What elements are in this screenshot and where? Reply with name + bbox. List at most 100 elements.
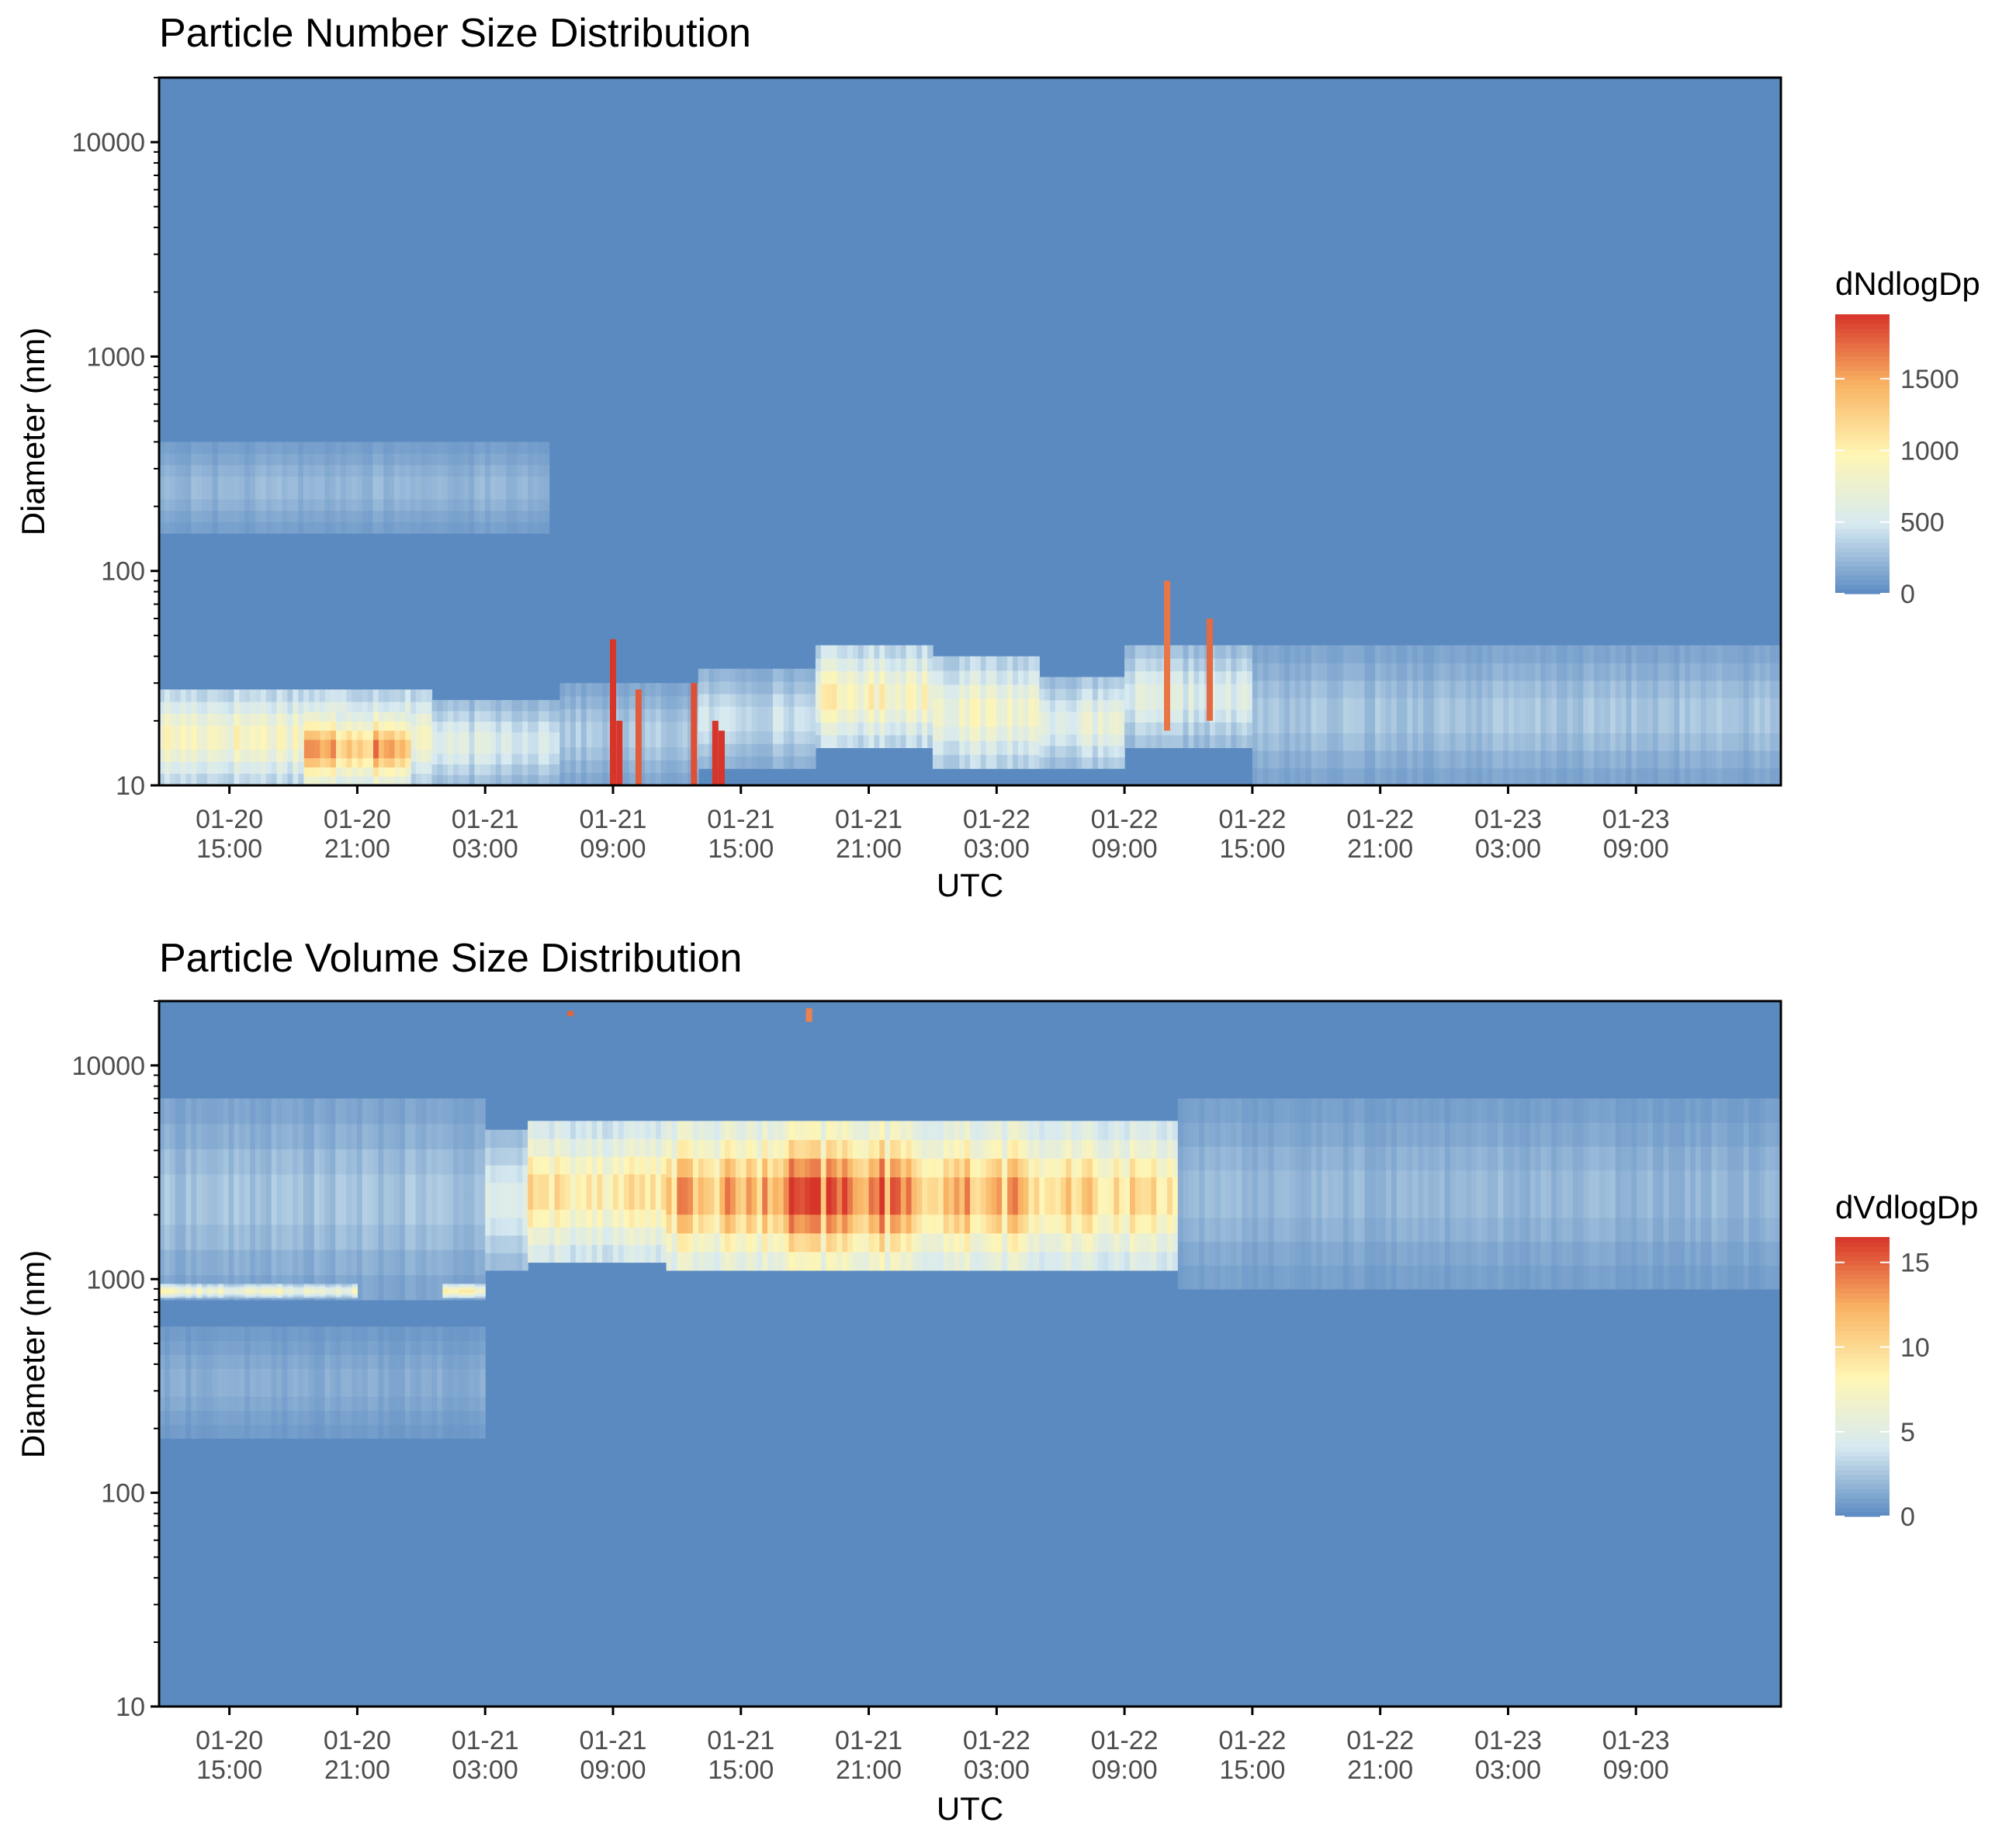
heatmap-cell — [234, 1224, 240, 1250]
heatmap-cell — [543, 453, 550, 466]
heatmap-cell — [415, 1340, 422, 1355]
heatmap-cell — [383, 498, 390, 511]
heatmap-cell — [368, 739, 374, 750]
heatmap-cell — [234, 476, 240, 488]
heatmap-cell — [1498, 680, 1504, 698]
heatmap-cell — [313, 689, 320, 702]
heatmap-cell — [1578, 698, 1585, 716]
heatmap-cell — [255, 1294, 262, 1297]
heatmap-cell — [985, 670, 992, 685]
heatmap-cell — [1471, 768, 1477, 786]
heatmap-cell — [570, 1121, 577, 1139]
heatmap-cell — [207, 1326, 213, 1341]
heatmap-cell — [1738, 733, 1744, 751]
heatmap-cell — [180, 1199, 187, 1225]
heatmap-cell — [480, 1124, 486, 1149]
heatmap-cell — [943, 754, 950, 769]
heatmap-cell — [725, 693, 731, 707]
heatmap-cell — [474, 1382, 480, 1397]
heatmap-cell — [383, 521, 390, 534]
heatmap-cell — [207, 725, 213, 738]
heatmap-cell — [495, 510, 502, 522]
heatmap-cell — [415, 761, 422, 774]
heatmap-cell — [213, 1284, 219, 1287]
heatmap-cell — [1300, 768, 1307, 786]
heatmap-cell — [378, 498, 384, 511]
heatmap-cell — [415, 487, 421, 500]
heatmap-cell — [1290, 715, 1296, 733]
heatmap-cell — [331, 767, 337, 777]
heatmap-cell — [671, 1251, 677, 1271]
heatmap-cell — [202, 1396, 208, 1411]
heatmap-cell — [431, 721, 438, 733]
heatmap-cell — [244, 1284, 251, 1287]
heatmap-cell — [1514, 680, 1520, 698]
heatmap-cell — [463, 487, 469, 500]
heatmap-cell — [448, 1410, 454, 1425]
heatmap-cell — [346, 487, 352, 500]
heatmap-cell — [1759, 698, 1765, 716]
heatmap-cell — [303, 453, 310, 466]
heatmap-cell — [852, 696, 859, 710]
heatmap-cell — [185, 487, 192, 500]
heatmap-cell — [389, 1424, 395, 1439]
heatmap-cell — [239, 725, 245, 738]
heatmap-cell — [255, 1424, 262, 1439]
heatmap-cell — [916, 670, 923, 684]
heatmap-cell — [474, 1173, 480, 1200]
heatmap-cell — [852, 722, 859, 736]
heatmap-cell — [271, 737, 278, 750]
heatmap-cell — [831, 645, 837, 659]
heatmap-cell — [463, 521, 469, 534]
heatmap-cell — [223, 1199, 230, 1225]
heatmap-cell — [207, 1173, 213, 1200]
heatmap-cell — [378, 1274, 384, 1301]
heatmap-cell — [331, 748, 337, 759]
heatmap-cell — [223, 1098, 230, 1124]
heatmap-cell — [885, 722, 891, 736]
heatmap-cell — [410, 737, 417, 750]
heatmap-cell — [1540, 698, 1547, 716]
heatmap-cell — [276, 1368, 282, 1383]
heatmap-cell — [293, 1098, 299, 1124]
heatmap-cell — [1044, 699, 1051, 712]
heatmap-cell — [474, 1291, 480, 1293]
heatmap-cell — [185, 1295, 192, 1298]
heatmap-cell — [352, 1424, 358, 1439]
heatmap-cell — [276, 725, 283, 738]
heatmap-cell — [1268, 768, 1274, 786]
heatmap-cell — [671, 1121, 677, 1141]
heatmap-cell — [404, 476, 411, 488]
heatmap-cell — [180, 1354, 187, 1369]
heatmap-cell — [250, 464, 256, 477]
heatmap-cell — [271, 1249, 278, 1276]
heatmap-cell — [191, 464, 197, 477]
heatmap-cell — [618, 1226, 625, 1246]
heatmap-cell — [927, 709, 934, 722]
heatmap-cell — [324, 1249, 331, 1276]
heatmap-cell — [1044, 722, 1051, 735]
heatmap-cell — [426, 737, 433, 750]
heatmap-cell — [879, 696, 885, 710]
heatmap-cell — [559, 695, 566, 709]
heatmap-cell — [1561, 698, 1568, 716]
heatmap-cell — [223, 713, 230, 726]
heatmap-cell — [309, 1295, 315, 1298]
heatmap-cell — [954, 698, 960, 713]
heatmap-cell — [378, 453, 384, 466]
heatmap-cell — [437, 700, 443, 712]
heatmap-cell — [373, 721, 379, 731]
heatmap-cell — [565, 1226, 571, 1246]
heatmap-cell — [485, 487, 491, 500]
heatmap-cell — [452, 453, 459, 466]
heatmap-cell — [314, 767, 320, 777]
heatmap-cell — [847, 696, 854, 710]
heatmap-cell — [1642, 715, 1648, 733]
heatmap-cell — [975, 670, 982, 685]
heatmap-cell — [565, 760, 571, 774]
heatmap-cell — [196, 510, 203, 522]
heatmap-cell — [1311, 750, 1318, 769]
heatmap-cell — [261, 1292, 267, 1295]
heatmap-cell — [266, 1284, 272, 1287]
heatmap-cell — [400, 1199, 406, 1225]
